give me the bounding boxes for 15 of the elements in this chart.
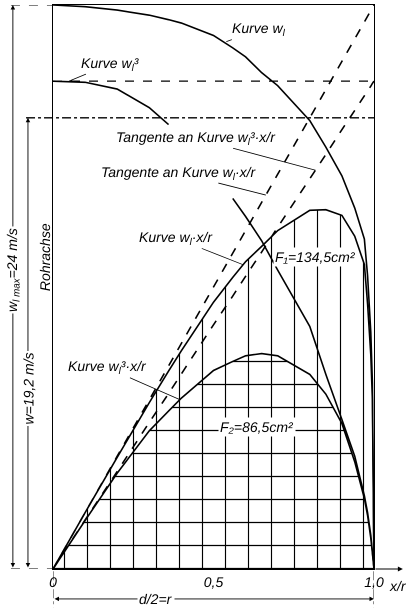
annotation: Kurve w$_{l}$·x/r bbox=[139, 229, 214, 248]
annotation: Tangente an Kurve w$_{l}$·x/r bbox=[101, 164, 257, 183]
annotation: Tangente an Kurve w$_{l}$³·x/r bbox=[116, 129, 276, 148]
x-tick-label: 1,0 bbox=[364, 574, 384, 590]
x-tick-label: 0,5 bbox=[204, 574, 224, 590]
annotation: Kurve w$_{l}$ bbox=[232, 20, 286, 39]
text: w=19,2 m/s bbox=[20, 352, 36, 424]
x-tick-label: 0 bbox=[49, 574, 58, 590]
x-axis-title: x/r bbox=[389, 578, 407, 594]
annotation: F₁=134,5cm² bbox=[275, 249, 356, 265]
annotation: Kurve w$_{l}$³ bbox=[81, 55, 139, 74]
annotation: Rohrachse bbox=[36, 223, 53, 292]
annotation: F₂=86,5cm² bbox=[220, 419, 294, 435]
annotation: Kurve w$_{l}$³·x/r bbox=[68, 358, 147, 377]
text: d/2=r bbox=[139, 591, 173, 607]
